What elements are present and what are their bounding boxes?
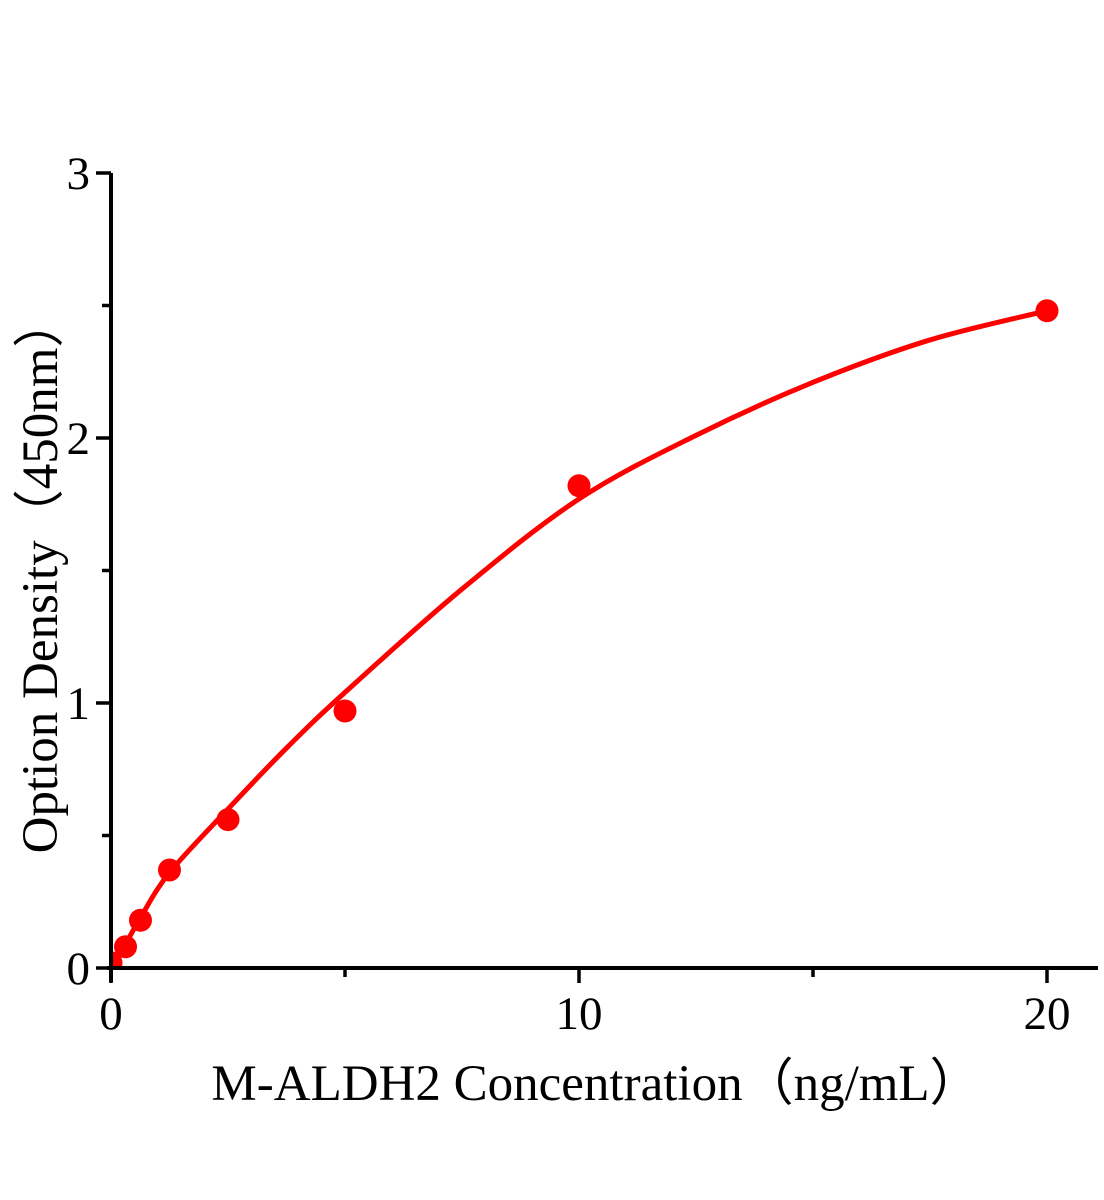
x-axis-title: M-ALDH2 Concentration（ng/mL） [211,1056,980,1112]
axis-layer: 0 10 20 0 1 2 3 [67,148,1098,1040]
x-tick-label: 10 [556,988,603,1040]
data-point [216,808,240,832]
data-point [158,858,181,882]
x-tick-label: 0 [99,988,123,1040]
y-axis-title: Option Density（450nm） [13,297,69,854]
y-tick-label: 2 [67,413,91,465]
y-tick-label: 3 [67,148,91,200]
fit-curve-line [111,308,1050,968]
data-point [1035,299,1059,323]
data-point [114,935,138,959]
data-point [567,474,591,498]
x-tick-label: 20 [1024,988,1071,1040]
y-tick-label: 1 [67,678,91,730]
data-layer [111,299,1059,968]
data-point [333,699,357,723]
data-point [128,908,152,932]
y-tick-label: 0 [67,943,91,995]
